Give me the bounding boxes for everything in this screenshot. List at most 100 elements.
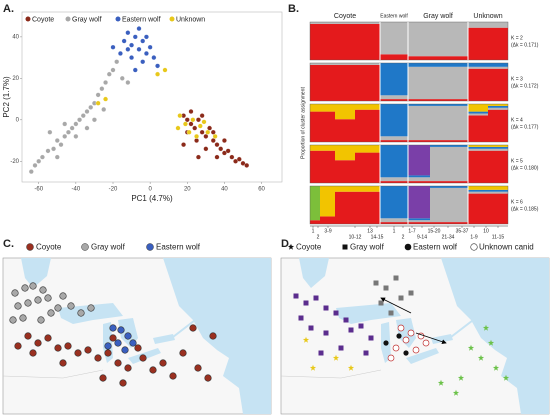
point [58, 142, 64, 148]
point [195, 154, 201, 160]
panel-label: B. [288, 3, 299, 15]
point [188, 121, 194, 127]
cluster-segment [310, 145, 335, 151]
cluster-segment [335, 191, 380, 224]
cluster-segment [430, 145, 468, 147]
point [117, 51, 123, 56]
point [203, 146, 209, 152]
delta-label: (Δk = 0.177) [511, 124, 539, 130]
point [192, 125, 198, 131]
x-axis-label: PC1 (4.7%) [131, 194, 173, 203]
site [114, 359, 122, 367]
cluster-segment [430, 186, 468, 188]
legend-swatch [25, 16, 31, 22]
site [363, 350, 369, 356]
site [34, 339, 42, 347]
point [65, 129, 71, 135]
cluster-segment [430, 222, 468, 224]
site [109, 334, 117, 342]
cluster-segment [468, 63, 508, 67]
cluster-segment [380, 63, 408, 96]
point [175, 125, 181, 131]
cluster-segment [355, 104, 380, 110]
site [84, 346, 92, 354]
plot-frame [21, 11, 283, 183]
cluster-segment [488, 105, 508, 108]
site [338, 345, 344, 351]
point [110, 44, 116, 50]
cluster-segment [488, 109, 508, 142]
point [225, 148, 231, 154]
cluster-segment [408, 222, 430, 224]
legend-label: Gray wolf [72, 16, 102, 23]
cluster-segment [310, 150, 335, 183]
cluster-segment [468, 27, 508, 60]
cluster-segment [380, 95, 408, 100]
point [91, 117, 97, 123]
point [136, 46, 142, 52]
point [77, 117, 83, 123]
site [457, 374, 465, 381]
site [19, 314, 27, 322]
site [67, 302, 75, 310]
site [383, 285, 389, 291]
site [452, 389, 460, 396]
map-points [9, 282, 217, 387]
site [34, 296, 42, 304]
site [24, 299, 32, 307]
point [218, 146, 224, 152]
panel-label: D. [281, 238, 292, 250]
site [99, 374, 107, 382]
site [119, 379, 127, 387]
legend-label: Unknown canid [479, 243, 534, 252]
x-tick-label: -20 [109, 187, 118, 193]
x-tick-label: -40 [72, 187, 81, 193]
cluster-segment [380, 177, 408, 182]
delta-label: (Δk = 0.171) [511, 42, 539, 48]
x-tick-label: 0 [148, 187, 152, 193]
site [487, 339, 495, 346]
site [134, 344, 142, 352]
site [403, 350, 409, 356]
site [293, 293, 299, 299]
point [147, 44, 153, 50]
point [203, 133, 209, 139]
cluster-segment [468, 145, 508, 147]
cluster-segment [380, 186, 408, 219]
point [162, 67, 168, 73]
x-tick-label: 1-9 [470, 234, 477, 240]
row-frame [309, 21, 509, 61]
point [199, 129, 205, 135]
point [119, 75, 125, 81]
cluster-segment [310, 104, 335, 112]
site [402, 336, 410, 344]
x-tick-label: 10-12 [349, 234, 362, 240]
cluster-segment [468, 191, 508, 194]
point [205, 129, 211, 135]
site [408, 290, 414, 296]
delta-label: (Δk = 0.185) [511, 206, 539, 212]
group-label: Unknown [473, 13, 502, 20]
point [155, 71, 161, 77]
point [73, 121, 79, 127]
point [103, 96, 109, 102]
point [184, 117, 190, 123]
point [229, 154, 235, 160]
point [194, 133, 200, 139]
cluster-segment [380, 136, 408, 141]
site [54, 344, 62, 352]
cluster-segment [335, 145, 355, 161]
cluster-segment [408, 140, 468, 142]
site [94, 354, 102, 362]
point [129, 55, 135, 61]
legend-label: Gray wolf [91, 243, 126, 252]
cluster-segment [380, 54, 408, 60]
site [342, 244, 348, 250]
point [177, 113, 183, 119]
site [347, 364, 355, 371]
legend-label: Coyote [32, 16, 54, 23]
site [332, 354, 340, 361]
k-label: K = 4 [511, 117, 523, 123]
site [492, 364, 500, 371]
